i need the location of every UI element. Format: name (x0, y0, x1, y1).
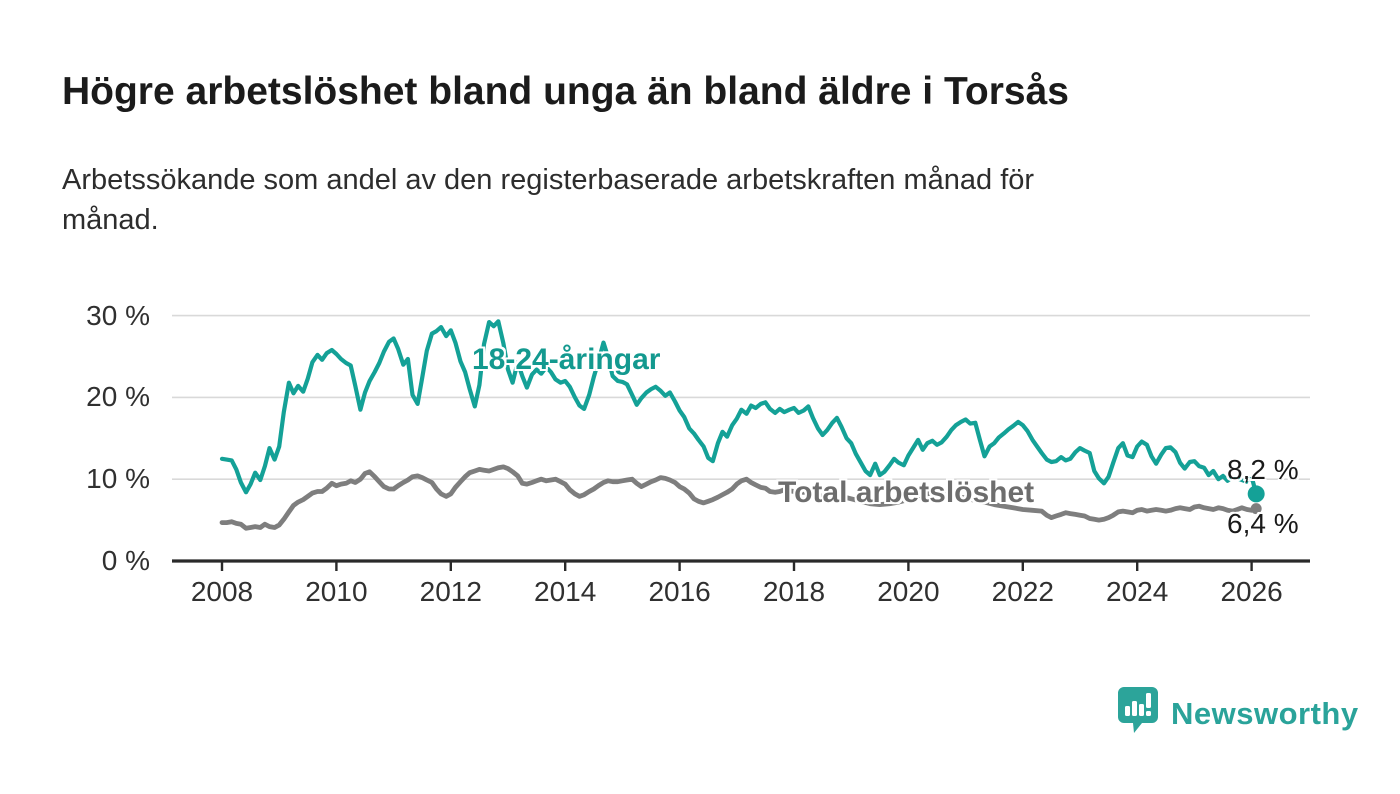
newsworthy-logo: Newsworthy (1117, 686, 1359, 741)
x-tick-label: 2008 (190, 576, 254, 607)
x-tick-label: 2024 (1106, 576, 1169, 607)
series-label-18-24: 18-24-åringar (472, 343, 661, 376)
end-value-label-total: 6,4 % (1227, 508, 1299, 539)
subtitle-line-2: månad. (62, 204, 159, 237)
newsworthy-logo-text: Newsworthy (1171, 695, 1359, 731)
x-tick-label: 2010 (305, 576, 368, 607)
x-tick-label: 2020 (877, 576, 940, 607)
x-tick-label: 2014 (534, 576, 597, 607)
x-tick-label: 2018 (762, 576, 826, 607)
y-tick-label: 20 % (86, 381, 150, 413)
end-dot-total (1250, 503, 1262, 515)
x-tick-label: 2016 (648, 576, 711, 607)
x-tick-label: 2022 (991, 576, 1054, 607)
page-title: Högre arbetslöshet bland unga än bland ä… (62, 70, 1069, 113)
y-tick-label: 10 % (86, 463, 150, 495)
series-line-total (219, 464, 1259, 531)
x-tick-label: 2012 (419, 576, 482, 607)
end-value-label-18-24: 8,2 % (1227, 454, 1299, 485)
newsworthy-logo-icon (1117, 686, 1159, 741)
y-tick-label: 30 % (86, 299, 150, 331)
subtitle: Arbetssökande som andel av den registerb… (62, 160, 1312, 240)
series-label-total: Total arbetslöshet (778, 476, 1035, 509)
y-tick-label: 0 % (101, 545, 150, 576)
subtitle-line-1: Arbetssökande som andel av den registerb… (62, 164, 1035, 196)
series-line-18-24 (219, 319, 1259, 496)
x-tick-label: 2026 (1220, 576, 1283, 607)
end-dot-18-24 (1247, 485, 1265, 503)
